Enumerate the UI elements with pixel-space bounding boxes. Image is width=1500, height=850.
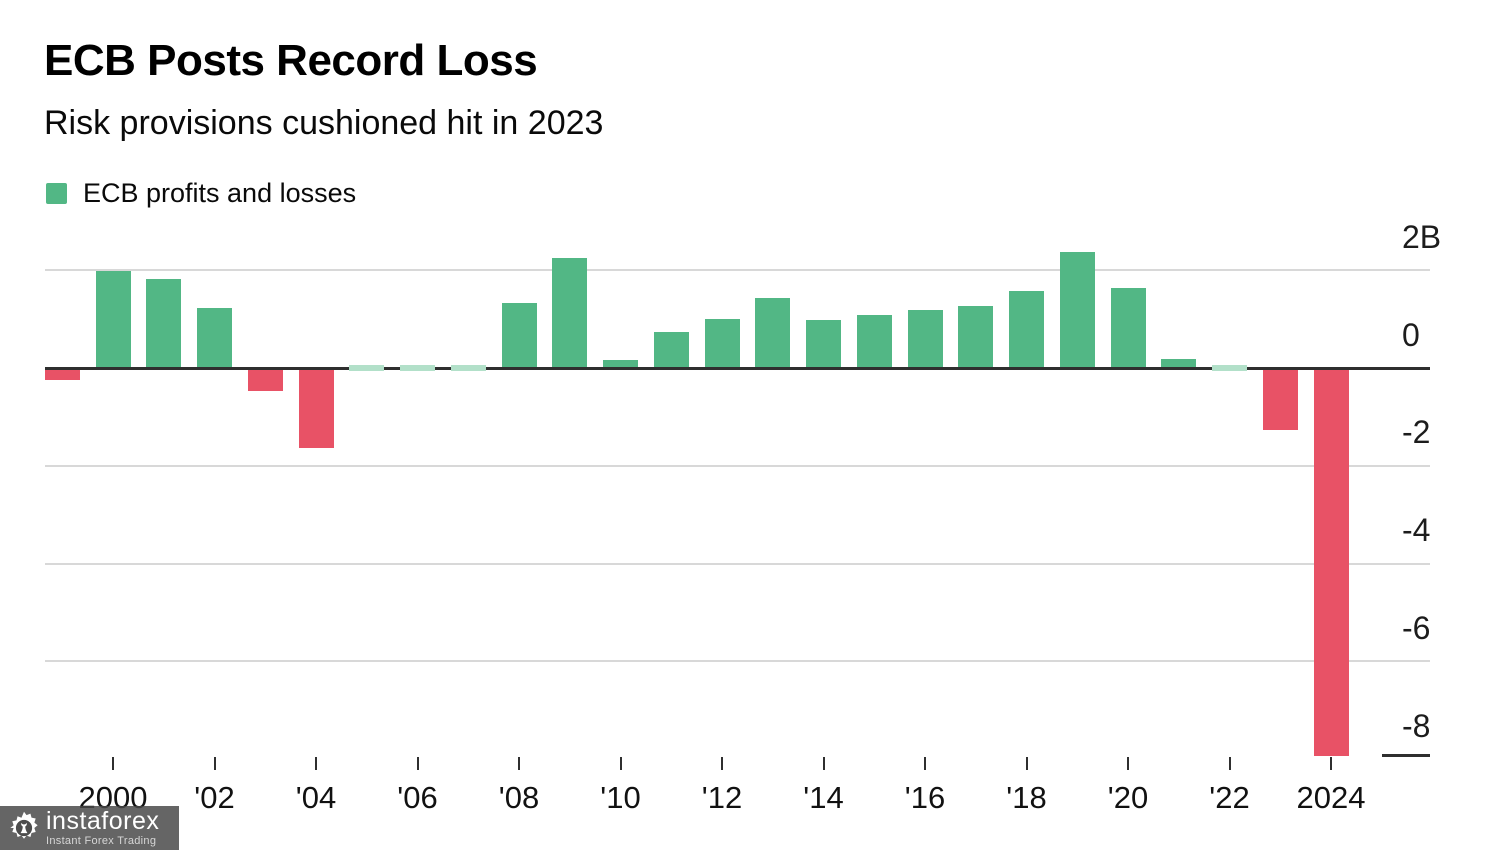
- bar-2004: [298, 368, 334, 449]
- axis-end-cap: [1382, 754, 1430, 758]
- x-axis-label-2010: '10: [600, 780, 641, 815]
- grid-line: [45, 562, 1430, 565]
- x-tick-2014: [822, 757, 825, 770]
- grid-line: [45, 464, 1430, 467]
- x-tick-2012: [721, 757, 723, 770]
- x-axis-label-2016: '16: [904, 780, 946, 815]
- x-axis-label-2018: '18: [1006, 780, 1047, 815]
- x-axis-label-2014: '14: [803, 780, 844, 815]
- watermark-text: instaforex Instant Forex Trading: [46, 809, 159, 847]
- bar-2013: [755, 297, 791, 368]
- bar-2019: [1059, 252, 1095, 368]
- grid-line: [45, 269, 1430, 272]
- y-axis-label: 2B: [1402, 218, 1442, 255]
- bar-2022: [1212, 365, 1247, 371]
- x-tick-2022: [1228, 757, 1231, 770]
- x-axis-label-2022: '22: [1209, 780, 1250, 815]
- bar-2011: [653, 332, 689, 368]
- bar-1999: [44, 368, 80, 381]
- bar-2012: [704, 319, 740, 368]
- bar-2007: [450, 365, 486, 371]
- x-axis-label-2006: '06: [397, 780, 438, 815]
- page-subtitle: Risk provisions cushioned hit in 2023: [44, 104, 604, 142]
- x-axis-label-2012: '12: [701, 780, 743, 815]
- legend-swatch-icon: [46, 183, 67, 204]
- bar-2015: [856, 315, 892, 368]
- bar-2003: [247, 368, 283, 392]
- page-title: ECB Posts Record Loss: [44, 36, 538, 85]
- bar-2014: [806, 319, 841, 368]
- x-axis-label-2008: '08: [498, 780, 540, 815]
- bar-2010: [603, 359, 638, 368]
- bar-2005: [349, 365, 385, 371]
- x-tick-2020: [1127, 757, 1129, 770]
- bar-2021: [1161, 358, 1197, 368]
- x-tick-2018: [1025, 757, 1028, 770]
- x-axis-label-2002: '02: [194, 780, 235, 815]
- bar-2017: [958, 305, 994, 368]
- y-axis-label: -2: [1402, 414, 1431, 451]
- watermark-brand: instaforex: [46, 807, 160, 835]
- x-axis-label-2004: '04: [295, 780, 337, 815]
- instaforex-gear-icon: [6, 810, 42, 846]
- x-tick-2006: [416, 757, 419, 770]
- x-axis-label-2024: 2024: [1296, 780, 1366, 815]
- y-axis-label: -6: [1402, 609, 1431, 646]
- bar-2024: [1313, 368, 1349, 757]
- legend: ECB profits and losses: [46, 178, 356, 209]
- bar-2016: [907, 309, 943, 368]
- x-tick-2024: [1330, 757, 1332, 770]
- y-axis-label: -4: [1402, 512, 1431, 549]
- watermark: instaforex Instant Forex Trading: [0, 806, 179, 850]
- x-tick-2010: [619, 757, 622, 770]
- x-tick-2002: [213, 757, 216, 770]
- legend-label: ECB profits and losses: [83, 178, 357, 208]
- y-axis-label: 0: [1402, 316, 1420, 353]
- bar-2002: [197, 308, 232, 368]
- grid-line: [45, 660, 1430, 663]
- x-axis-label-2020: '20: [1107, 780, 1149, 815]
- bar-2008: [501, 303, 537, 368]
- x-tick-2004: [315, 757, 317, 770]
- x-tick-2000: [112, 757, 114, 770]
- bar-2000: [95, 270, 131, 368]
- bar-2018: [1009, 291, 1044, 368]
- watermark-tagline: Instant Forex Trading: [46, 835, 157, 847]
- bar-2001: [146, 279, 182, 368]
- x-tick-2008: [518, 757, 520, 770]
- bar-2006: [400, 365, 435, 371]
- y-axis-label: -8: [1402, 707, 1431, 744]
- bar-2023: [1262, 368, 1298, 431]
- x-tick-2016: [924, 757, 926, 770]
- axis-zero-line: [45, 366, 1430, 370]
- bar-2020: [1110, 287, 1146, 368]
- bar-2009: [552, 257, 588, 368]
